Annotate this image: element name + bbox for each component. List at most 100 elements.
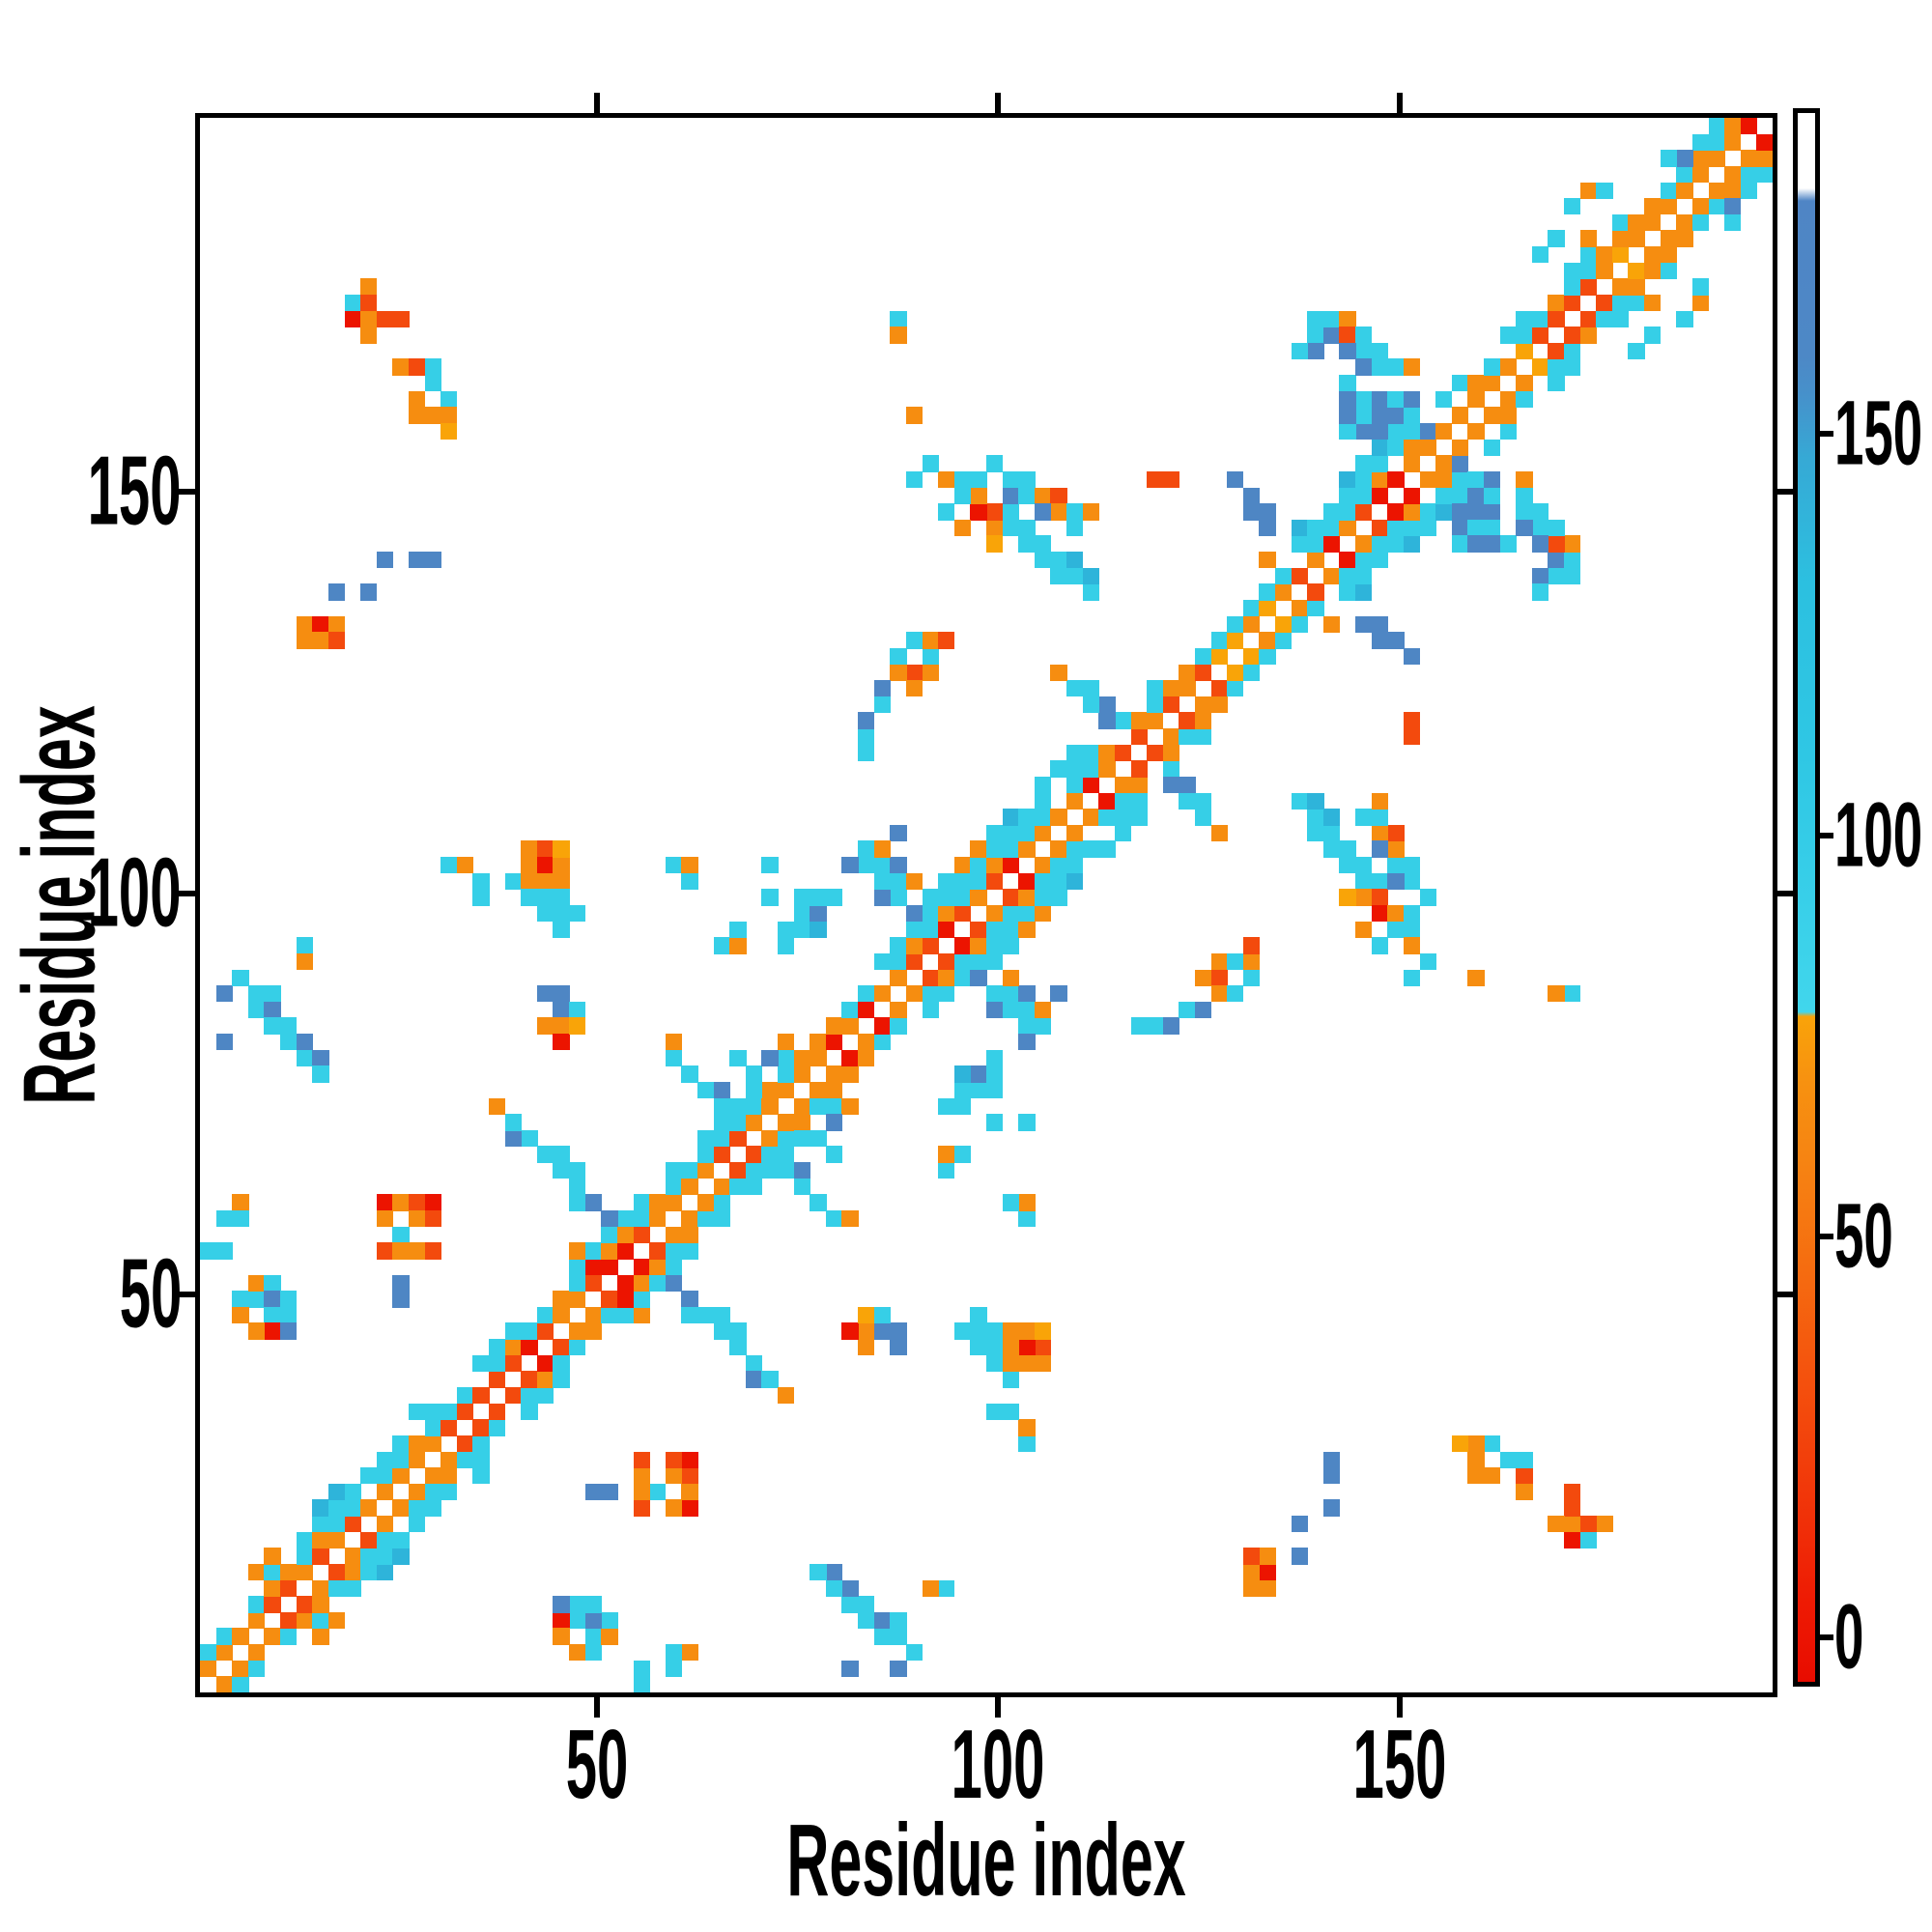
heatmap-cell — [681, 1178, 698, 1196]
heatmap-cell — [1451, 535, 1469, 553]
heatmap-cell — [1210, 985, 1228, 1003]
heatmap-cell — [264, 1291, 281, 1308]
heatmap-cell — [1355, 423, 1373, 440]
heatmap-cell — [1403, 535, 1421, 553]
heatmap-cell — [569, 1258, 586, 1276]
heatmap-cell — [825, 1579, 843, 1597]
heatmap-cell — [1147, 696, 1164, 714]
heatmap-cell — [1098, 792, 1116, 810]
heatmap-cell — [408, 1210, 426, 1228]
heatmap-cell — [938, 969, 955, 986]
heatmap-cell — [1660, 230, 1677, 247]
heatmap-cell — [1740, 165, 1758, 184]
heatmap-cell — [327, 1516, 346, 1533]
heatmap-cell — [953, 1322, 972, 1340]
heatmap-cell — [1403, 921, 1421, 938]
heatmap-cell — [729, 937, 747, 954]
heatmap-cell — [905, 407, 923, 424]
heatmap-cell — [858, 712, 875, 729]
heatmap-cell — [986, 952, 1004, 971]
heatmap-cell — [713, 1178, 730, 1196]
heatmap-cell — [1611, 230, 1630, 247]
heatmap-cell — [1018, 535, 1036, 553]
heatmap-cell — [810, 905, 827, 923]
heatmap-cell — [858, 1034, 875, 1051]
heatmap-cell — [584, 1274, 602, 1292]
heatmap-cell — [1451, 487, 1469, 504]
heatmap-cell — [1307, 809, 1324, 826]
heatmap-cell — [424, 407, 441, 424]
heatmap-cell — [905, 664, 923, 681]
heatmap-cell — [1050, 664, 1067, 681]
heatmap-cell — [327, 583, 346, 601]
heatmap-cell — [810, 1194, 827, 1211]
heatmap-cell — [521, 1129, 538, 1148]
heatmap-cell — [601, 1210, 618, 1228]
heatmap-cell — [1130, 792, 1148, 810]
heatmap-cell — [616, 1291, 635, 1308]
heatmap-cell — [825, 1097, 843, 1115]
heatmap-cell — [1002, 905, 1019, 923]
heatmap-cell — [1179, 680, 1196, 697]
heatmap-cell — [1291, 519, 1308, 537]
x-axis-top-tick — [1396, 93, 1403, 113]
heatmap-cell — [1355, 455, 1373, 472]
heatmap-cell — [569, 1178, 586, 1196]
heatmap-cell — [1387, 872, 1405, 891]
heatmap-cell — [761, 1146, 779, 1163]
heatmap-cell — [1371, 535, 1388, 553]
y-axis-right-tick — [1777, 1292, 1798, 1298]
heatmap-cell — [1371, 824, 1388, 842]
heatmap-cell — [1130, 809, 1148, 826]
heatmap-cell — [601, 1258, 618, 1276]
heatmap-cell — [825, 1034, 843, 1051]
heatmap-cell — [456, 1451, 474, 1468]
heatmap-cell — [1018, 872, 1036, 891]
heatmap-cell — [1291, 615, 1308, 633]
heatmap-cell — [681, 872, 698, 891]
heatmap-cell — [1066, 519, 1084, 537]
heatmap-cell — [1691, 133, 1710, 151]
heatmap-cell — [778, 921, 795, 938]
heatmap-cell — [584, 1611, 602, 1630]
heatmap-cell — [569, 1596, 586, 1613]
heatmap-cell — [376, 1531, 394, 1548]
heatmap-cell — [360, 310, 378, 327]
heatmap-cell — [1002, 809, 1019, 826]
heatmap-cell — [696, 1129, 715, 1148]
heatmap-cell — [1018, 840, 1036, 858]
heatmap-cell — [344, 1516, 361, 1533]
x-axis-title: Residue index — [786, 1804, 1186, 1918]
heatmap-cell — [841, 1065, 859, 1083]
heatmap-cell — [1355, 390, 1373, 409]
heatmap-cell — [1499, 423, 1517, 440]
heatmap-cell — [327, 615, 346, 633]
heatmap-cell — [841, 857, 859, 874]
heatmap-cell — [215, 1644, 233, 1662]
heatmap-cell — [360, 327, 378, 344]
heatmap-cell — [1531, 583, 1549, 601]
heatmap-cell — [408, 407, 426, 424]
heatmap-cell — [472, 1419, 490, 1436]
heatmap-cell — [1275, 615, 1293, 633]
heatmap-cell — [986, 1403, 1004, 1420]
heatmap-cell — [215, 985, 233, 1003]
heatmap-cell — [408, 552, 426, 569]
heatmap-cell — [1419, 952, 1436, 971]
heatmap-cell — [1034, 905, 1052, 923]
heatmap-cell — [1242, 599, 1261, 617]
heatmap-cell — [247, 1291, 266, 1308]
heatmap-cell — [953, 1065, 972, 1083]
heatmap-cell — [1708, 118, 1725, 135]
heatmap-cell — [729, 1162, 747, 1179]
heatmap-cell — [280, 1306, 298, 1324]
heatmap-cell — [858, 840, 875, 858]
y-axis-left-tick — [175, 890, 195, 896]
heatmap-cell — [1307, 327, 1324, 344]
heatmap-cell — [553, 905, 570, 923]
heatmap-cell — [938, 503, 955, 521]
heatmap-cell — [1355, 358, 1373, 376]
heatmap-cell — [713, 1114, 730, 1131]
heatmap-cell — [1002, 840, 1019, 858]
heatmap-cell — [1660, 182, 1677, 199]
